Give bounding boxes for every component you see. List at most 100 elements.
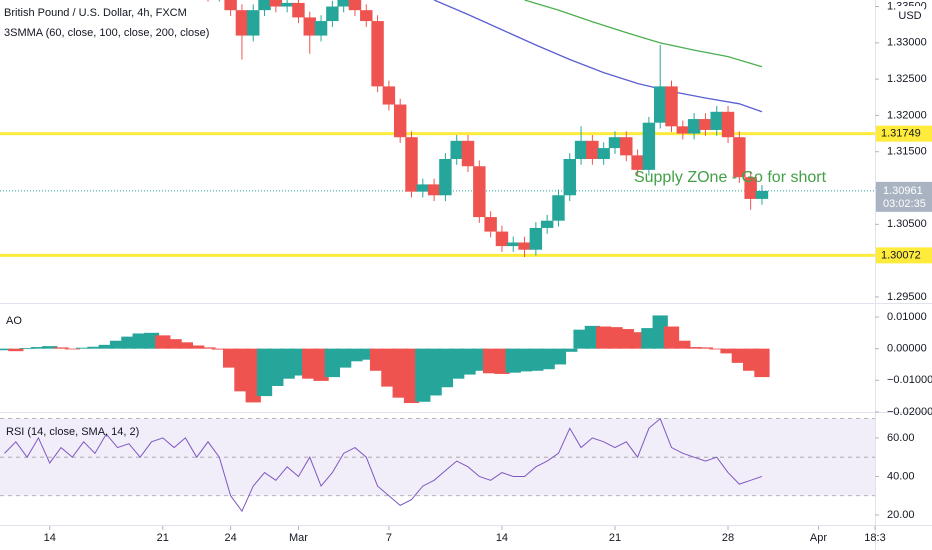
ao-bar [109, 340, 126, 349]
ao-bar [166, 339, 182, 349]
ao-bar [0, 348, 13, 351]
y-tick-label: 0.01000 [887, 311, 927, 323]
last-price-label: 1.30961 [883, 185, 923, 197]
candle-body [552, 195, 565, 221]
y-tick-label: −0.01000 [887, 374, 932, 386]
y-tick-label: 0.00000 [887, 343, 927, 355]
y-tick-label: 1.31500 [887, 146, 927, 158]
candle-body [473, 166, 486, 218]
ao-bar [709, 348, 725, 350]
x-tick-label: 7 [386, 532, 392, 544]
last-price-box [876, 181, 932, 212]
candle-body [687, 119, 701, 134]
countdown-label: 03:02:35 [883, 198, 926, 210]
candle-body [676, 126, 690, 134]
candle-body [247, 10, 260, 36]
candle-body [653, 86, 667, 123]
x-tick-label: 14 [496, 532, 508, 544]
candle-body [292, 2, 305, 18]
x-tick-label: 21 [157, 532, 169, 544]
ao-bar [686, 347, 702, 349]
candle-body [529, 227, 543, 250]
currency-box [896, 6, 924, 24]
ao-bar [30, 347, 47, 349]
ao-bar [675, 340, 691, 349]
currency-label: USD [898, 10, 921, 22]
candle-body [461, 140, 475, 167]
ao-bar [76, 347, 92, 349]
ao-bar [53, 347, 69, 349]
candle-body [314, 21, 328, 36]
ao-bar [720, 348, 736, 354]
ao-bar [550, 348, 567, 365]
candle-body [303, 17, 316, 36]
candle-body [574, 140, 588, 159]
y-tick-label: −0.02000 [887, 406, 932, 418]
ao-bar [358, 348, 374, 360]
candle-body [484, 217, 497, 232]
x-tick-label: 18:3 [864, 532, 885, 544]
x-tick-label: 28 [722, 532, 734, 544]
ao-bar [200, 347, 216, 349]
candle-body [326, 6, 339, 22]
candle-body [405, 137, 418, 192]
candle-body [235, 10, 249, 36]
ao-bar [8, 348, 24, 352]
candle-body [450, 140, 463, 159]
candle-body [360, 10, 373, 22]
candle-body [416, 184, 430, 192]
ao-bar [177, 342, 194, 349]
candle-body [393, 104, 407, 138]
rsi-pane [0, 417, 875, 513]
ao-bar [189, 345, 205, 349]
ao-bar [98, 344, 114, 349]
level-label: 1.30072 [881, 249, 921, 261]
moving-average [524, 0, 763, 68]
candle-body [258, 0, 271, 11]
candle-body [427, 184, 441, 196]
y-tick-label: 1.30500 [887, 218, 927, 230]
x-tick-label: 14 [44, 532, 56, 544]
y-tick-label: 20.00 [887, 509, 915, 521]
indicator-label: RSI (14, close, SMA, 14, 2) [6, 426, 139, 438]
ao-bar [211, 348, 227, 350]
candle-body [744, 177, 757, 199]
level-label-box [876, 247, 932, 264]
chart-title: British Pound / U.S. Dollar, 4h, FXCM [4, 7, 187, 19]
x-tick-label: Mar [289, 532, 308, 544]
ao-bar [64, 348, 80, 350]
candle-body [733, 137, 746, 178]
y-tick-label: 1.33000 [887, 37, 927, 49]
candle-body [642, 122, 656, 170]
x-tick-label: 21 [609, 532, 621, 544]
moving-average [433, 0, 763, 113]
level-label-box [876, 125, 932, 142]
y-tick-label: 1.29500 [887, 291, 927, 303]
candle-body [586, 140, 599, 159]
candle-body [755, 190, 769, 199]
candle-body [507, 242, 520, 247]
x-tick-label: 24 [224, 532, 236, 544]
y-tick-label: 1.32500 [887, 73, 927, 85]
y-tick-label: 40.00 [887, 470, 915, 482]
candle-body [710, 111, 723, 130]
candle-body [337, 0, 350, 7]
annotation: Supply ZOne - Go for short [634, 169, 827, 186]
price-pane [0, 0, 875, 257]
ao-bar [87, 346, 103, 349]
candle-body [665, 86, 678, 127]
candle-body [620, 137, 633, 156]
rsi-line [4, 417, 763, 513]
candle-body [631, 155, 644, 170]
ao-pane [0, 315, 770, 404]
candle-body [382, 86, 396, 105]
candle-body [699, 119, 712, 130]
ao-bar [19, 348, 35, 349]
candle-body [280, 2, 294, 7]
candle-body [597, 148, 610, 159]
candle-body [518, 242, 531, 250]
candle-body [371, 21, 384, 87]
